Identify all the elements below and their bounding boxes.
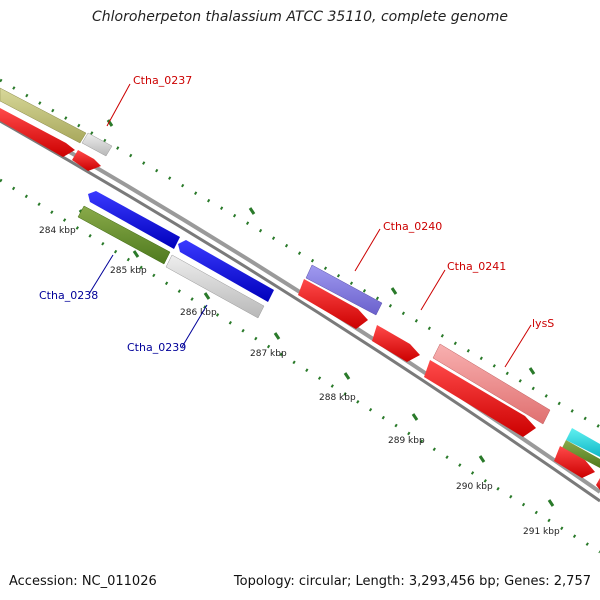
major-tick <box>343 372 351 380</box>
major-tick <box>203 292 211 300</box>
major-tick <box>273 332 281 340</box>
gene-ctha-0239[interactable] <box>165 254 265 319</box>
gene-green-edge[interactable] <box>562 440 600 468</box>
tick-label-285: 285 kbp <box>110 266 147 276</box>
gene-ctha-0239-blue[interactable] <box>178 240 274 302</box>
leader-ctha-0238 <box>88 254 114 295</box>
gene-lyss[interactable] <box>432 343 551 425</box>
major-tick <box>390 287 398 295</box>
gene-red-1[interactable] <box>0 108 75 157</box>
tick-label-291: 291 kbp <box>523 527 560 537</box>
major-tick <box>132 250 140 258</box>
gene-ctha-0238-green[interactable] <box>77 205 171 265</box>
gene-red-6[interactable] <box>596 478 600 490</box>
gene-label-ctha-0240[interactable]: Ctha_0240 <box>383 220 442 233</box>
major-tick <box>411 413 419 421</box>
gene-label-ctha-0241[interactable]: Ctha_0241 <box>447 260 506 273</box>
leader-ctha-0240 <box>354 228 381 272</box>
gene-label-ctha-0238[interactable]: Ctha_0238 <box>39 289 98 302</box>
tick-label-287: 287 kbp <box>250 349 287 359</box>
gene-ctha-0240[interactable] <box>305 264 383 316</box>
gene-ctha-0236[interactable] <box>0 87 87 144</box>
tick-label-288: 288 kbp <box>319 393 356 403</box>
gene-red-2[interactable] <box>72 150 101 171</box>
major-tick <box>248 207 256 215</box>
gene-label-ctha-0237[interactable]: Ctha_0237 <box>133 74 192 87</box>
leader-lyss <box>504 324 532 368</box>
backbone-inner <box>0 119 600 503</box>
leader-ctha-0239 <box>181 304 208 348</box>
major-tick <box>528 367 536 375</box>
gene-red-5[interactable] <box>554 446 595 478</box>
tick-label-289: 289 kbp <box>388 436 425 446</box>
gene-ctha-0237[interactable] <box>81 132 113 157</box>
outer-major-ticks <box>106 119 536 375</box>
topology-label: Topology: circular; Length: 3,293,456 bp… <box>233 574 591 589</box>
major-tick <box>106 119 114 127</box>
gene-red-3[interactable] <box>298 279 368 329</box>
accession-label: Accession: NC_011026 <box>9 574 157 589</box>
gene-red-4[interactable] <box>424 360 536 437</box>
page-title: Chloroherpeton thalassium ATCC 35110, co… <box>92 9 508 25</box>
tick-track-inner <box>0 178 600 554</box>
major-tick <box>478 455 486 463</box>
tick-label-286: 286 kbp <box>180 308 217 318</box>
gene-label-lyss[interactable]: lysS <box>532 317 554 330</box>
gene-label-ctha-0239[interactable]: Ctha_0239 <box>127 341 186 354</box>
tick-label-284: 284 kbp <box>39 226 76 236</box>
leader-ctha-0237 <box>106 83 131 127</box>
gene-cyan[interactable] <box>566 428 600 457</box>
gene-ctha-0238[interactable] <box>88 191 180 249</box>
leader-ctha-0241 <box>420 269 446 311</box>
tick-label-290: 290 kbp <box>456 482 493 492</box>
tick-track-outer <box>0 78 600 429</box>
major-tick <box>547 499 555 507</box>
gene-ctha-0241[interactable] <box>372 325 420 362</box>
